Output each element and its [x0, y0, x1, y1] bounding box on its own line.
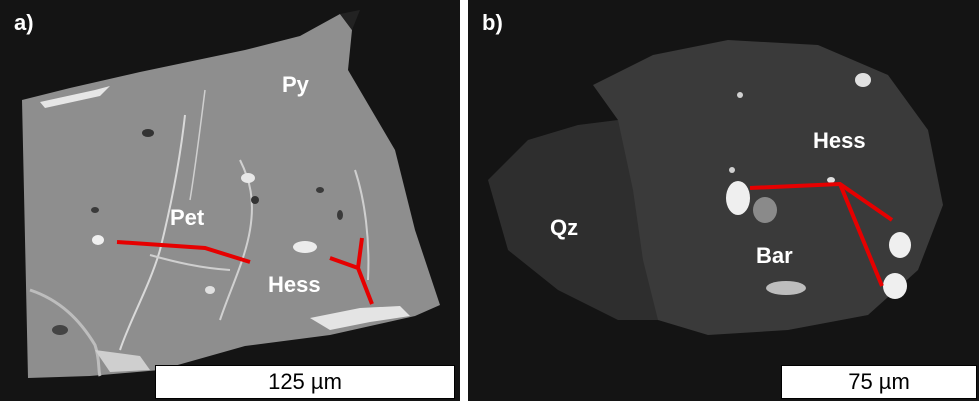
mineral-label-hess: Hess — [268, 272, 321, 297]
sem-panel-a: a) Py Pet Hess 125 µm — [0, 0, 460, 401]
mineral-label-bar: Bar — [756, 243, 793, 268]
bright-rim — [310, 306, 410, 330]
panel-label-b: b) — [482, 10, 503, 35]
bright-grain — [205, 286, 215, 294]
bright-grain — [293, 241, 317, 253]
bright-grain — [92, 235, 104, 245]
bright-grain — [726, 181, 750, 215]
mineral-label-qz: Qz — [550, 215, 579, 240]
dark-pit — [142, 129, 154, 137]
mineral-label-pet: Pet — [170, 205, 205, 230]
mineral-label-py: Py — [282, 72, 309, 97]
dark-pit — [337, 210, 343, 220]
dark-pit — [251, 196, 259, 204]
bright-vein — [29, 288, 102, 377]
bright-rim — [40, 86, 110, 108]
panel-label-a: a) — [14, 10, 34, 35]
bright-grain — [241, 173, 255, 183]
scale-bar-label: 125 µm — [268, 369, 342, 394]
pyrite-grain — [22, 14, 440, 378]
bright-grain — [729, 167, 735, 173]
bright-grain — [855, 73, 871, 87]
dark-inclusion — [340, 10, 360, 30]
sem-panel-b: b) Qz Hess Bar 75 µm — [468, 0, 979, 401]
bright-vein — [189, 89, 206, 201]
measurement-line — [356, 237, 364, 269]
bright-grain — [889, 232, 911, 258]
mineral-label-hess: Hess — [813, 128, 866, 153]
dark-pit — [316, 187, 324, 193]
scale-bar-b: 75 µm — [781, 365, 977, 399]
scale-bar-a: 125 µm — [155, 365, 455, 399]
bright-grain — [766, 281, 806, 295]
dark-pit — [91, 207, 99, 213]
bright-vein — [119, 114, 186, 351]
bright-grain — [737, 92, 743, 98]
bright-vein — [354, 169, 370, 281]
sem-image-b — [488, 40, 943, 335]
measurement-line — [116, 240, 251, 264]
bright-rim — [95, 350, 150, 372]
bright-grain — [827, 177, 835, 183]
scale-bar-label: 75 µm — [848, 369, 910, 394]
bright-vein — [149, 254, 231, 271]
measurement-line — [838, 183, 884, 287]
bright-grain — [883, 273, 907, 299]
bright-grain — [753, 197, 777, 223]
sem-image-a — [22, 10, 440, 378]
dark-pit — [52, 325, 68, 335]
